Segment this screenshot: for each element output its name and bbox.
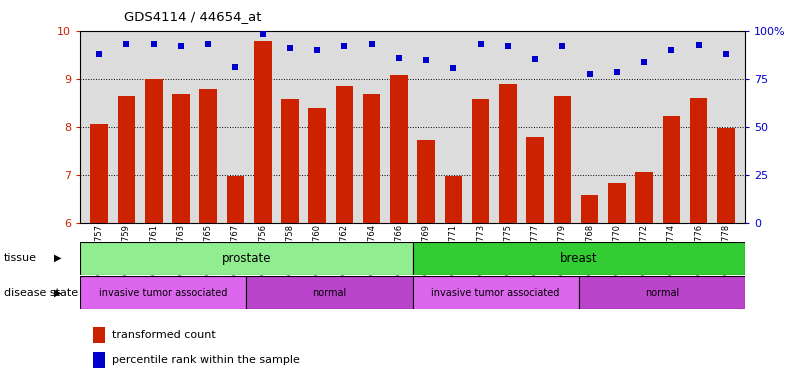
Bar [336, 86, 353, 223]
Point [284, 45, 296, 51]
Point [719, 51, 732, 57]
Point [447, 65, 460, 71]
Bar [413, 242, 745, 275]
Bar [635, 172, 653, 223]
Text: normal: normal [645, 288, 679, 298]
Bar [608, 183, 626, 223]
Text: breast: breast [560, 252, 598, 265]
Point [392, 55, 405, 61]
Bar [94, 327, 106, 343]
Point [529, 56, 541, 62]
Bar [308, 108, 326, 223]
Point [175, 43, 187, 49]
Text: transformed count: transformed count [112, 330, 215, 340]
Bar [413, 276, 579, 309]
Bar [94, 352, 106, 368]
Bar [717, 127, 735, 223]
Bar [690, 98, 707, 223]
Bar [80, 242, 413, 275]
Text: percentile rank within the sample: percentile rank within the sample [112, 354, 300, 365]
Point [229, 64, 242, 70]
Bar [227, 176, 244, 223]
Point [692, 42, 705, 48]
Point [583, 71, 596, 77]
Point [365, 41, 378, 47]
Point [501, 43, 514, 49]
Text: normal: normal [312, 288, 347, 298]
Text: ▶: ▶ [54, 253, 62, 263]
Bar [363, 94, 380, 223]
Point [338, 43, 351, 49]
Point [474, 41, 487, 47]
Point [256, 31, 269, 37]
Point [638, 60, 650, 66]
Bar [445, 176, 462, 223]
Point [420, 56, 433, 63]
Text: ▶: ▶ [54, 288, 62, 298]
Text: prostate: prostate [222, 252, 271, 265]
Bar [172, 94, 190, 223]
Point [120, 41, 133, 47]
Bar [118, 96, 135, 223]
Point [556, 43, 569, 49]
Bar [553, 96, 571, 223]
Bar [281, 99, 299, 223]
Bar [247, 276, 413, 309]
Bar [662, 116, 680, 223]
Text: disease state: disease state [4, 288, 78, 298]
Bar [581, 195, 598, 223]
Text: tissue: tissue [4, 253, 37, 263]
Point [610, 69, 623, 75]
Text: invasive tumor associated: invasive tumor associated [99, 288, 227, 298]
Point [202, 41, 215, 47]
Bar [499, 84, 517, 223]
Bar [417, 140, 435, 223]
Bar [579, 276, 745, 309]
Bar [254, 41, 272, 223]
Point [665, 47, 678, 53]
Bar [390, 75, 408, 223]
Point [93, 51, 106, 57]
Point [147, 41, 160, 47]
Bar [199, 89, 217, 223]
Bar [80, 276, 247, 309]
Bar [145, 79, 163, 223]
Text: GDS4114 / 44654_at: GDS4114 / 44654_at [124, 10, 262, 23]
Bar [91, 124, 108, 223]
Text: invasive tumor associated: invasive tumor associated [432, 288, 560, 298]
Point [311, 47, 324, 53]
Bar [472, 99, 489, 223]
Bar [526, 137, 544, 223]
